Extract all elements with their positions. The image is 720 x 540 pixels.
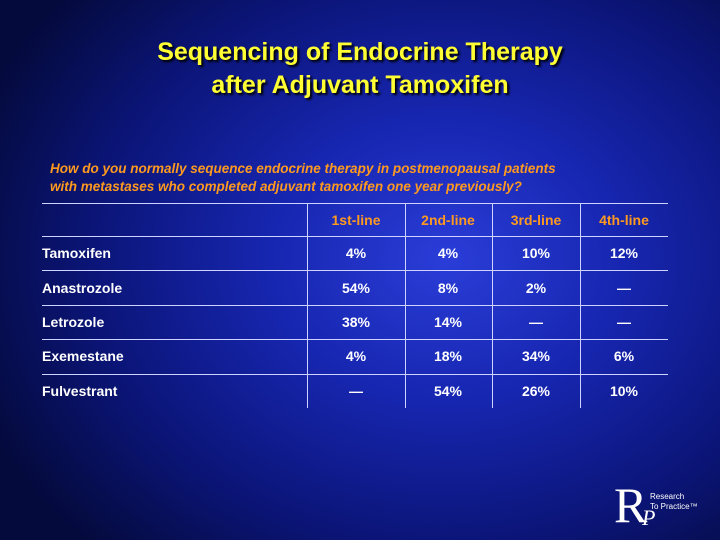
row-label: Tamoxifen bbox=[42, 245, 111, 262]
table-cell: 26% bbox=[521, 382, 551, 399]
table-cell: 54% bbox=[433, 382, 463, 399]
table-rule bbox=[42, 339, 668, 341]
table-cell: 18% bbox=[433, 348, 463, 365]
table-cell: 2% bbox=[525, 279, 547, 296]
question: How do you normally sequence endocrine t… bbox=[50, 161, 556, 176]
row-label: Fulvestrant bbox=[42, 382, 118, 399]
question: with metastases who completed adjuvant t… bbox=[50, 179, 522, 194]
logo-r: R bbox=[614, 477, 648, 533]
table-cell: — bbox=[617, 314, 631, 330]
table-cell: 12% bbox=[609, 245, 639, 262]
row-label: Anastrozole bbox=[42, 279, 123, 296]
table-cell: 6% bbox=[613, 348, 635, 365]
table-cell: — bbox=[349, 382, 363, 399]
table-rule bbox=[42, 203, 668, 204]
table-cell: 8% bbox=[437, 279, 459, 296]
table-cell: 10% bbox=[521, 245, 551, 262]
table-rule bbox=[492, 203, 493, 408]
table-cell: 4% bbox=[345, 348, 367, 365]
table-cell: — bbox=[529, 314, 543, 330]
row-label: Letrozole bbox=[42, 314, 105, 330]
logo-p: P bbox=[642, 505, 656, 530]
table-cell: 4% bbox=[437, 245, 459, 262]
logo-text: Research bbox=[650, 492, 685, 501]
table-rule bbox=[42, 373, 668, 375]
table-cell: 34% bbox=[521, 348, 551, 365]
table-cell: 38% bbox=[341, 314, 371, 330]
table-rule bbox=[42, 270, 668, 272]
column-header: 1st-line bbox=[331, 211, 381, 228]
column-header: 4th-line bbox=[599, 211, 649, 228]
title: Sequencing of Endocrine Therapy bbox=[157, 38, 563, 66]
column-header: 2nd-line bbox=[421, 211, 475, 228]
table-cell: 54% bbox=[341, 279, 371, 296]
column-header: 3rd-line bbox=[510, 211, 562, 228]
title: after Adjuvant Tamoxifen bbox=[211, 71, 509, 99]
table-cell: 4% bbox=[345, 245, 367, 262]
row-label: Exemestane bbox=[42, 348, 124, 365]
table-cell: 10% bbox=[609, 382, 639, 399]
table-rule bbox=[405, 203, 406, 408]
logo-text: To Practice™ bbox=[650, 502, 698, 511]
table-rule bbox=[307, 203, 308, 408]
table-rule bbox=[42, 236, 668, 237]
table-rule bbox=[42, 304, 668, 306]
table-cell: — bbox=[617, 279, 631, 296]
table-cell: 14% bbox=[433, 314, 463, 330]
table-rule bbox=[580, 203, 581, 408]
